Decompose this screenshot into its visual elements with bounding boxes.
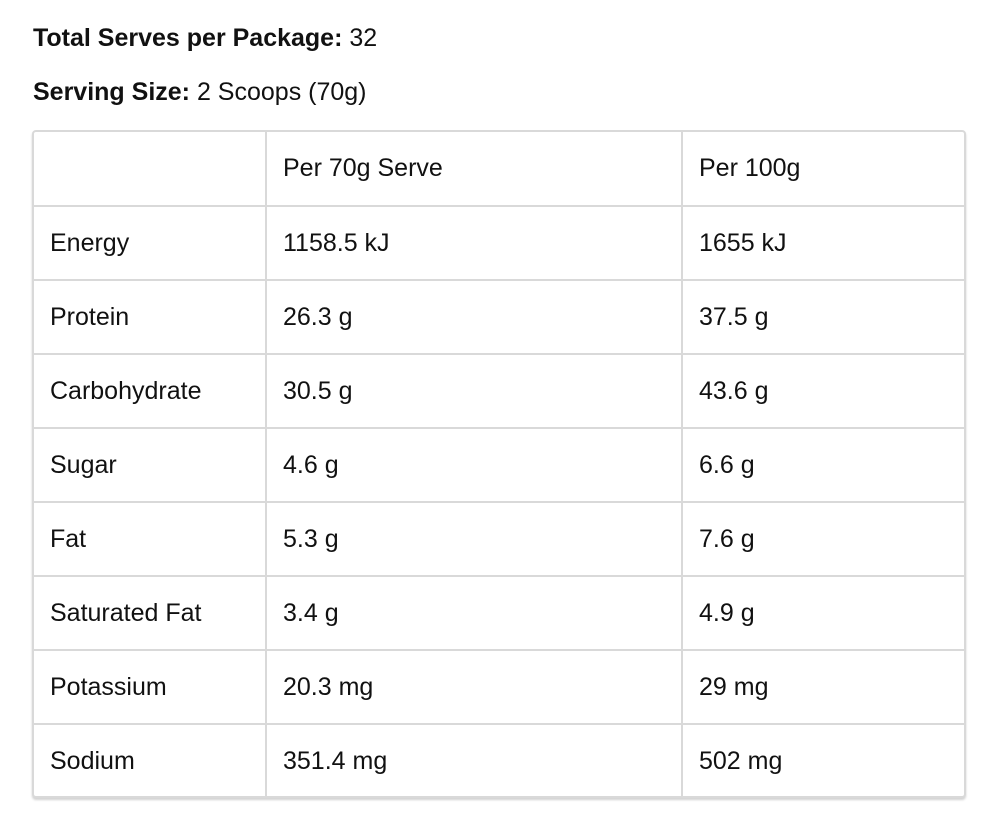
nutrition-table: Per 70g Serve Per 100g Energy 1158.5 kJ … — [34, 132, 964, 796]
table-header-row: Per 70g Serve Per 100g — [34, 132, 964, 207]
per-100g-value: 4.9 g — [681, 575, 964, 651]
per-100g-value: 502 mg — [681, 723, 964, 796]
nutrient-name: Sodium — [34, 723, 267, 796]
nutrient-name: Potassium — [34, 649, 267, 725]
table-row: Protein 26.3 g 37.5 g — [34, 279, 964, 355]
nutrient-name: Carbohydrate — [34, 353, 267, 429]
per-100g-value: 43.6 g — [681, 353, 964, 429]
table-row: Energy 1158.5 kJ 1655 kJ — [34, 205, 964, 281]
nutrient-name: Sugar — [34, 427, 267, 503]
per-100g-value: 6.6 g — [681, 427, 964, 503]
table-row: Potassium 20.3 mg 29 mg — [34, 649, 964, 725]
serving-size-line: Serving Size: 2 Scoops (70g) — [33, 77, 367, 107]
nutrient-name: Protein — [34, 279, 267, 355]
per-100g-value: 29 mg — [681, 649, 964, 725]
per-100g-value: 1655 kJ — [681, 205, 964, 281]
table-row: Saturated Fat 3.4 g 4.9 g — [34, 575, 964, 651]
per-serve-value: 30.5 g — [265, 353, 683, 429]
nutrient-name: Energy — [34, 205, 267, 281]
header-cell-empty — [34, 132, 267, 207]
nutrient-name: Fat — [34, 501, 267, 577]
table-row: Sugar 4.6 g 6.6 g — [34, 427, 964, 503]
per-serve-value: 3.4 g — [265, 575, 683, 651]
table-row: Carbohydrate 30.5 g 43.6 g — [34, 353, 964, 429]
total-serves-value: 32 — [349, 24, 378, 52]
header-per-100g: Per 100g — [681, 132, 964, 207]
per-100g-value: 37.5 g — [681, 279, 964, 355]
per-serve-value: 1158.5 kJ — [265, 205, 683, 281]
total-serves-line: Total Serves per Package: 32 — [33, 23, 377, 53]
per-serve-value: 20.3 mg — [265, 649, 683, 725]
serving-size-value: 2 Scoops (70g) — [196, 78, 367, 106]
per-100g-value: 7.6 g — [681, 501, 964, 577]
header-per-serve: Per 70g Serve — [265, 132, 683, 207]
per-serve-value: 26.3 g — [265, 279, 683, 355]
nutrition-table-container: Per 70g Serve Per 100g Energy 1158.5 kJ … — [32, 130, 966, 798]
per-serve-value: 351.4 mg — [265, 723, 683, 796]
nutrient-name: Saturated Fat — [34, 575, 267, 651]
table-row: Fat 5.3 g 7.6 g — [34, 501, 964, 577]
total-serves-label: Total Serves per Package: — [33, 24, 343, 52]
per-serve-value: 4.6 g — [265, 427, 683, 503]
per-serve-value: 5.3 g — [265, 501, 683, 577]
table-row: Sodium 351.4 mg 502 mg — [34, 723, 964, 796]
serving-size-label: Serving Size: — [33, 78, 190, 106]
